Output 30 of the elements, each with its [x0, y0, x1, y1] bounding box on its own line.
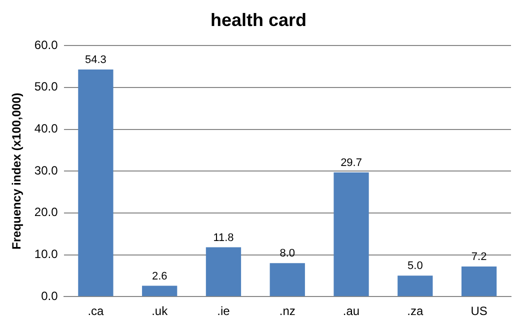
- bar: [78, 69, 114, 296]
- y-tick-label: 60.0: [34, 38, 58, 52]
- y-tick-label: 20.0: [34, 205, 58, 220]
- data-label: 7.2: [471, 251, 487, 264]
- data-label: 5.0: [408, 260, 423, 272]
- x-tick-label: .ca: [88, 304, 104, 318]
- data-label: 2.6: [152, 270, 168, 282]
- y-tick-label: 0.0: [41, 288, 58, 303]
- x-tick-label: US: [470, 304, 488, 318]
- bar: [461, 266, 497, 296]
- data-label: 29.7: [340, 156, 362, 169]
- bar: [398, 276, 433, 296]
- x-tick-label: .au: [342, 304, 360, 318]
- x-tick-label: .ie: [217, 304, 230, 318]
- bar: [206, 247, 242, 296]
- x-tick-label: .uk: [152, 304, 169, 318]
- y-tick-label: 10.0: [34, 247, 58, 262]
- x-tick-label: .nz: [279, 304, 296, 318]
- y-tick-label: 40.0: [34, 122, 58, 136]
- chart-title: health card: [210, 10, 307, 30]
- y-tick-label: 30.0: [34, 163, 58, 178]
- x-tick-label: .za: [407, 304, 424, 318]
- data-label: 8.0: [280, 248, 296, 260]
- bar: [142, 286, 178, 296]
- y-axis-title: Frequency index (x100,000): [10, 92, 24, 250]
- bar: [334, 172, 369, 296]
- data-label: 11.8: [213, 232, 234, 244]
- data-label: 54.3: [84, 54, 106, 66]
- bar: [270, 263, 305, 296]
- y-tick-label: 50.0: [34, 80, 58, 94]
